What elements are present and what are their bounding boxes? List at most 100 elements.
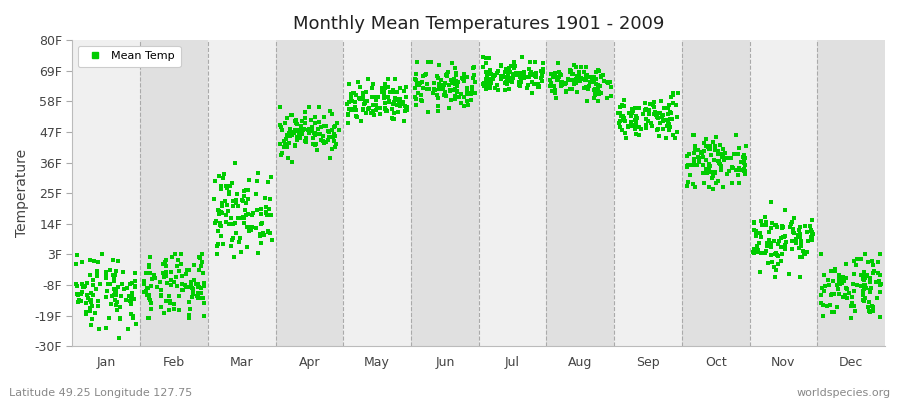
Point (506, 74, 520, 81)
Point (89, 273, 104, 280)
Point (554, 78, 569, 85)
Point (289, 117, 303, 123)
Point (544, 80, 559, 86)
Point (230, 215, 245, 221)
Point (562, 76, 576, 83)
Point (99, 268, 113, 275)
Point (577, 85, 591, 92)
Point (237, 220, 251, 226)
Point (508, 72, 523, 78)
Point (143, 306, 157, 313)
Point (544, 71, 559, 78)
Point (504, 63, 518, 69)
Point (242, 228, 256, 234)
Point (408, 94, 422, 100)
Point (711, 158, 725, 165)
Point (656, 112, 670, 118)
Point (865, 302, 879, 309)
Point (768, 274, 782, 280)
Point (508, 63, 522, 69)
Point (754, 218, 769, 224)
Point (568, 80, 582, 86)
Point (665, 92, 680, 98)
Point (274, 122, 288, 128)
Point (587, 87, 601, 93)
Point (328, 123, 342, 129)
Point (778, 207, 792, 214)
Point (298, 109, 312, 115)
Point (562, 86, 577, 92)
Point (661, 111, 675, 117)
Point (108, 287, 122, 294)
Point (238, 188, 252, 194)
Point (505, 79, 519, 85)
Point (341, 111, 356, 118)
Point (85, 303, 99, 310)
Point (104, 301, 118, 308)
Point (500, 81, 515, 87)
Point (435, 85, 449, 91)
Point (791, 245, 806, 252)
Point (464, 86, 479, 93)
Point (447, 76, 462, 82)
Point (662, 127, 677, 133)
Point (428, 87, 443, 94)
Point (579, 76, 593, 83)
Point (91, 298, 105, 304)
Point (159, 257, 174, 263)
Point (321, 128, 336, 135)
Point (239, 224, 254, 231)
Point (385, 89, 400, 95)
Point (722, 168, 736, 174)
Point (603, 79, 617, 85)
Point (428, 86, 442, 92)
Point (457, 78, 472, 85)
Point (752, 240, 767, 246)
Point (381, 84, 395, 90)
Point (344, 91, 358, 98)
Point (709, 134, 724, 140)
Point (305, 126, 320, 132)
Point (226, 221, 240, 227)
Point (823, 301, 837, 308)
Point (564, 86, 579, 92)
Point (649, 112, 663, 118)
Point (377, 95, 392, 101)
Point (711, 178, 725, 185)
Point (613, 118, 627, 124)
Point (804, 228, 818, 234)
Point (824, 309, 839, 315)
Point (613, 104, 627, 110)
Point (753, 234, 768, 240)
Point (328, 133, 342, 139)
Point (414, 92, 428, 98)
Point (359, 110, 374, 116)
Point (866, 262, 880, 268)
Point (452, 94, 466, 101)
Point (253, 233, 267, 239)
Point (224, 237, 238, 244)
Point (418, 72, 432, 78)
Point (371, 93, 385, 100)
Point (590, 98, 605, 104)
Point (284, 131, 299, 138)
Point (825, 278, 840, 284)
Point (346, 106, 360, 113)
Point (860, 304, 875, 310)
Point (172, 293, 186, 299)
Point (698, 147, 712, 154)
Point (666, 92, 680, 98)
Point (369, 107, 383, 113)
Point (800, 248, 814, 255)
Point (582, 79, 597, 85)
Point (168, 274, 183, 280)
Point (235, 214, 249, 221)
Text: Latitude 49.25 Longitude 127.75: Latitude 49.25 Longitude 127.75 (9, 388, 193, 398)
Point (356, 90, 371, 96)
Point (443, 87, 457, 94)
Point (616, 127, 630, 133)
Point (838, 274, 852, 281)
Point (457, 94, 472, 100)
Point (166, 279, 181, 285)
Point (159, 269, 174, 275)
